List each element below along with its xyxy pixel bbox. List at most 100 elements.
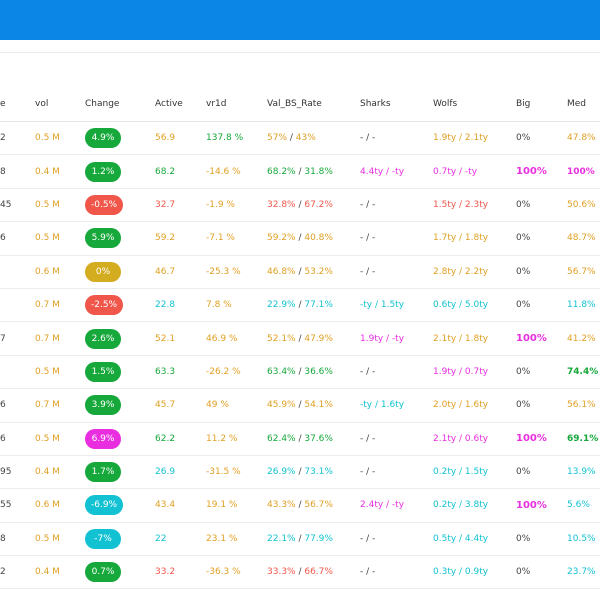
column-header-vr1d[interactable]: vr1d — [206, 87, 267, 122]
vr1d-cell: 7.8 % — [206, 288, 267, 323]
change-badge: 6.9% — [85, 428, 121, 449]
wolfs-cell: 0.6ty / 5.0ty — [433, 288, 516, 323]
med-cell: 100% — [567, 154, 600, 189]
change-badge: -6.9% — [85, 495, 124, 516]
val-buy-rate: 33.3% — [267, 567, 296, 578]
val-sell-rate: 40.8% — [304, 233, 333, 244]
vol-cell: 0.7 M — [35, 321, 85, 356]
table-row[interactable]: 45 0.5 M -0.5% 32.7 -1.9 % 32.8% / 67.2% - / -… — [0, 188, 600, 223]
med-cell: 56.7% — [567, 255, 600, 289]
sharks-cell: -ty / 1.5ty — [360, 288, 433, 323]
wolfs-cell: 0.3ty / 0.9ty — [433, 555, 516, 590]
active-cell: 63.3 — [155, 355, 206, 390]
med-cell: 74.4% — [567, 355, 600, 390]
change-cell: -7% — [85, 522, 155, 557]
wolfs-cell: 2.1ty / 1.8ty — [433, 321, 516, 356]
vol-cell: 0.6 M — [35, 255, 85, 289]
table-row[interactable]: 8 0.5 M -7% 22 23.1 % 22.1% / 77.9% - / -0.5ty… — [0, 522, 600, 557]
table-row[interactable]: 0.5 M 1.5% 63.3 -26.2 % 63.4% / 36.6% - / -1.… — [0, 355, 600, 390]
val-separator: / — [295, 233, 305, 244]
table-row[interactable]: 6 0.7 M 3.9% 45.7 49 % 45.9% / 54.1% -ty / 1.6… — [0, 388, 600, 423]
table-row[interactable]: 0.7 M -2.5% 22.8 7.8 % 22.9% / 77.1% -ty / 1.… — [0, 288, 600, 323]
table-header-row: e vol Change Active vr1d Val_BS_Rate Sha… — [0, 87, 600, 122]
big-cell: 100% — [516, 321, 567, 356]
row-label-cell: 55 — [0, 488, 35, 523]
val-bs-rate-cell: 63.4% / 36.6% — [267, 355, 360, 390]
med-cell: 48.7% — [567, 221, 600, 256]
sharks-cell: - / - — [360, 555, 433, 590]
row-label-cell: 2 — [0, 555, 35, 590]
active-cell: 59.2 — [155, 221, 206, 256]
row-label-cell: 8 — [0, 154, 35, 189]
val-buy-rate: 57% — [267, 133, 288, 144]
table-row[interactable]: 2 0.5 M 4.9% 56.9 137.8 % 57% / 43% - / -1.9ty… — [0, 121, 600, 156]
change-cell: 4.9% — [85, 121, 155, 156]
table-row[interactable]: 8 0.4 M 1.2% 68.2 -14.6 % 68.2% / 31.8% 4.4ty … — [0, 154, 600, 189]
change-cell: -2.5% — [85, 288, 155, 323]
vol-cell: 0.4 M — [35, 555, 85, 590]
sharks-cell: -ty / 1.6ty — [360, 388, 433, 423]
vr1d-cell: -7.1 % — [206, 221, 267, 256]
vol-cell: 0.5 M — [35, 121, 85, 156]
val-buy-rate: 62.4% — [267, 433, 296, 444]
table-row[interactable]: 2 0.4 M 0.7% 33.2 -36.3 % 33.3% / 66.7% - / -0… — [0, 555, 600, 590]
column-header-change[interactable]: Change — [85, 87, 155, 122]
val-separator: / — [295, 300, 305, 311]
sharks-cell: - / - — [360, 121, 433, 156]
val-buy-rate: 22.1% — [267, 533, 296, 544]
row-label-cell: 2 — [0, 121, 35, 156]
val-separator: / — [295, 467, 305, 478]
column-header-val-bs-rate[interactable]: Val_BS_Rate — [267, 87, 360, 122]
vol-cell: 0.5 M — [35, 221, 85, 256]
column-header-vol[interactable]: vol — [35, 87, 85, 122]
val-sell-rate: 67.2% — [304, 199, 333, 210]
row-label-cell: 45 — [0, 188, 35, 223]
vol-cell: 0.5 M — [35, 422, 85, 456]
row-label-cell — [0, 255, 35, 289]
val-bs-rate-cell: 32.8% / 67.2% — [267, 188, 360, 223]
column-header-big[interactable]: Big — [516, 87, 567, 122]
column-header-active[interactable]: Active — [155, 87, 206, 122]
column-header-med[interactable]: Med — [567, 87, 600, 122]
table-row[interactable]: 0.6 M 0% 46.7 -25.3 % 46.8% / 53.2% - / -2.8t… — [0, 255, 600, 289]
wolfs-cell: 0.2ty / 1.5ty — [433, 455, 516, 490]
val-sell-rate: 66.7% — [304, 567, 333, 578]
vr1d-cell: 23.1 % — [206, 522, 267, 557]
change-badge: 3.9% — [85, 395, 121, 416]
val-bs-rate-cell: 52.1% / 47.9% — [267, 321, 360, 356]
big-cell: 100% — [516, 488, 567, 523]
change-cell: -6.9% — [85, 488, 155, 523]
change-badge: 1.2% — [85, 161, 121, 182]
val-separator: / — [295, 266, 305, 277]
big-cell: 0% — [516, 455, 567, 490]
table-row[interactable]: 55 0.6 M -6.9% 43.4 19.1 % 43.3% / 56.7% 2.4ty… — [0, 488, 600, 523]
column-header[interactable]: e — [0, 87, 35, 122]
val-separator: / — [295, 366, 305, 377]
vr1d-cell: -14.6 % — [206, 154, 267, 189]
val-bs-rate-cell: 43.3% / 56.7% — [267, 488, 360, 523]
med-cell: 23.7% — [567, 555, 600, 590]
val-sell-rate: 77.1% — [304, 300, 333, 311]
vol-cell: 0.4 M — [35, 154, 85, 189]
val-buy-rate: 59.2% — [267, 233, 296, 244]
column-header-sharks[interactable]: Sharks — [360, 87, 433, 122]
change-badge: 1.5% — [85, 361, 121, 382]
column-header-wolfs[interactable]: Wolfs — [433, 87, 516, 122]
table-row[interactable]: 95 0.4 M 1.7% 26.9 -31.5 % 26.9% / 73.1% - / -… — [0, 455, 600, 490]
val-sell-rate: 43% — [295, 133, 316, 144]
wolfs-cell: 1.7ty / 1.8ty — [433, 221, 516, 256]
table-row[interactable]: 6 0.5 M 6.9% 62.2 11.2 % 62.4% / 37.6% - / -2.… — [0, 422, 600, 456]
table-row[interactable]: 7 0.7 M 2.6% 52.1 46.9 % 52.1% / 47.9% 1.9ty /… — [0, 321, 600, 356]
sharks-cell: - / - — [360, 188, 433, 223]
val-buy-rate: 32.8% — [267, 199, 296, 210]
table-row[interactable]: 6 0.5 M 5.9% 59.2 -7.1 % 59.2% / 40.8% - / -1.… — [0, 221, 600, 256]
val-buy-rate: 43.3% — [267, 500, 296, 511]
active-cell: 52.1 — [155, 321, 206, 356]
wolfs-cell: 1.9ty / 0.7ty — [433, 355, 516, 390]
val-bs-rate-cell: 46.8% / 53.2% — [267, 255, 360, 289]
big-cell: 100% — [516, 422, 567, 456]
change-badge: 4.9% — [85, 128, 121, 149]
row-label-cell — [0, 288, 35, 323]
med-cell: 11.8% — [567, 288, 600, 323]
wolfs-cell: 2.1ty / 0.6ty — [433, 422, 516, 456]
